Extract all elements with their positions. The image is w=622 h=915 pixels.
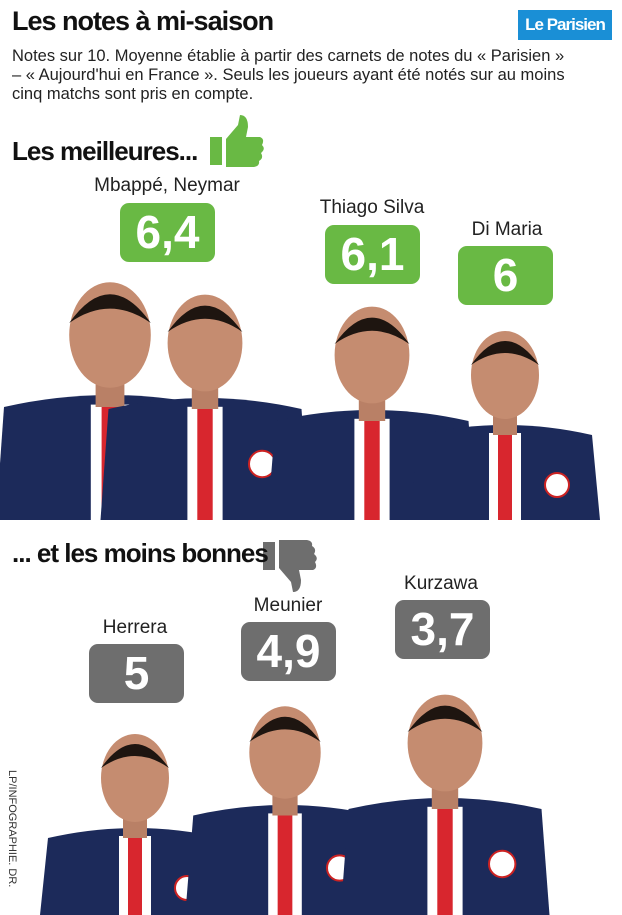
rating: 4,9 — [241, 622, 336, 681]
title: Les notes à mi-saison — [12, 6, 274, 36]
player-name: Meunier — [253, 595, 323, 616]
thumbs-up — [210, 115, 264, 167]
logo: Le Parisien — [518, 10, 612, 40]
section-title: Les meilleures... — [12, 136, 198, 166]
thumbs-down — [263, 540, 317, 592]
subtitle: Notes sur 10. Moyenne établie à partir d… — [12, 47, 565, 103]
player-name: Mbappé, Neymar — [94, 175, 240, 196]
player-name: Di Maria — [471, 219, 543, 240]
section-title: ... et les moins bonnes — [12, 538, 269, 568]
player-name: Thiago Silva — [319, 197, 425, 218]
player-photo — [100, 294, 310, 520]
player-name: Herrera — [102, 617, 168, 638]
player-photo — [185, 706, 385, 915]
rating: 6,4 — [120, 203, 215, 262]
player-photo — [410, 331, 600, 520]
rating: 6 — [458, 246, 553, 305]
rating: 6,1 — [325, 225, 420, 284]
player-name: Kurzawa — [404, 573, 478, 594]
player-photo — [40, 734, 230, 915]
rating: 3,7 — [395, 600, 490, 659]
credit: LP/INFOGRAPHIE. DR. — [6, 770, 18, 888]
player-photo — [340, 694, 550, 915]
rating: 5 — [89, 644, 184, 703]
